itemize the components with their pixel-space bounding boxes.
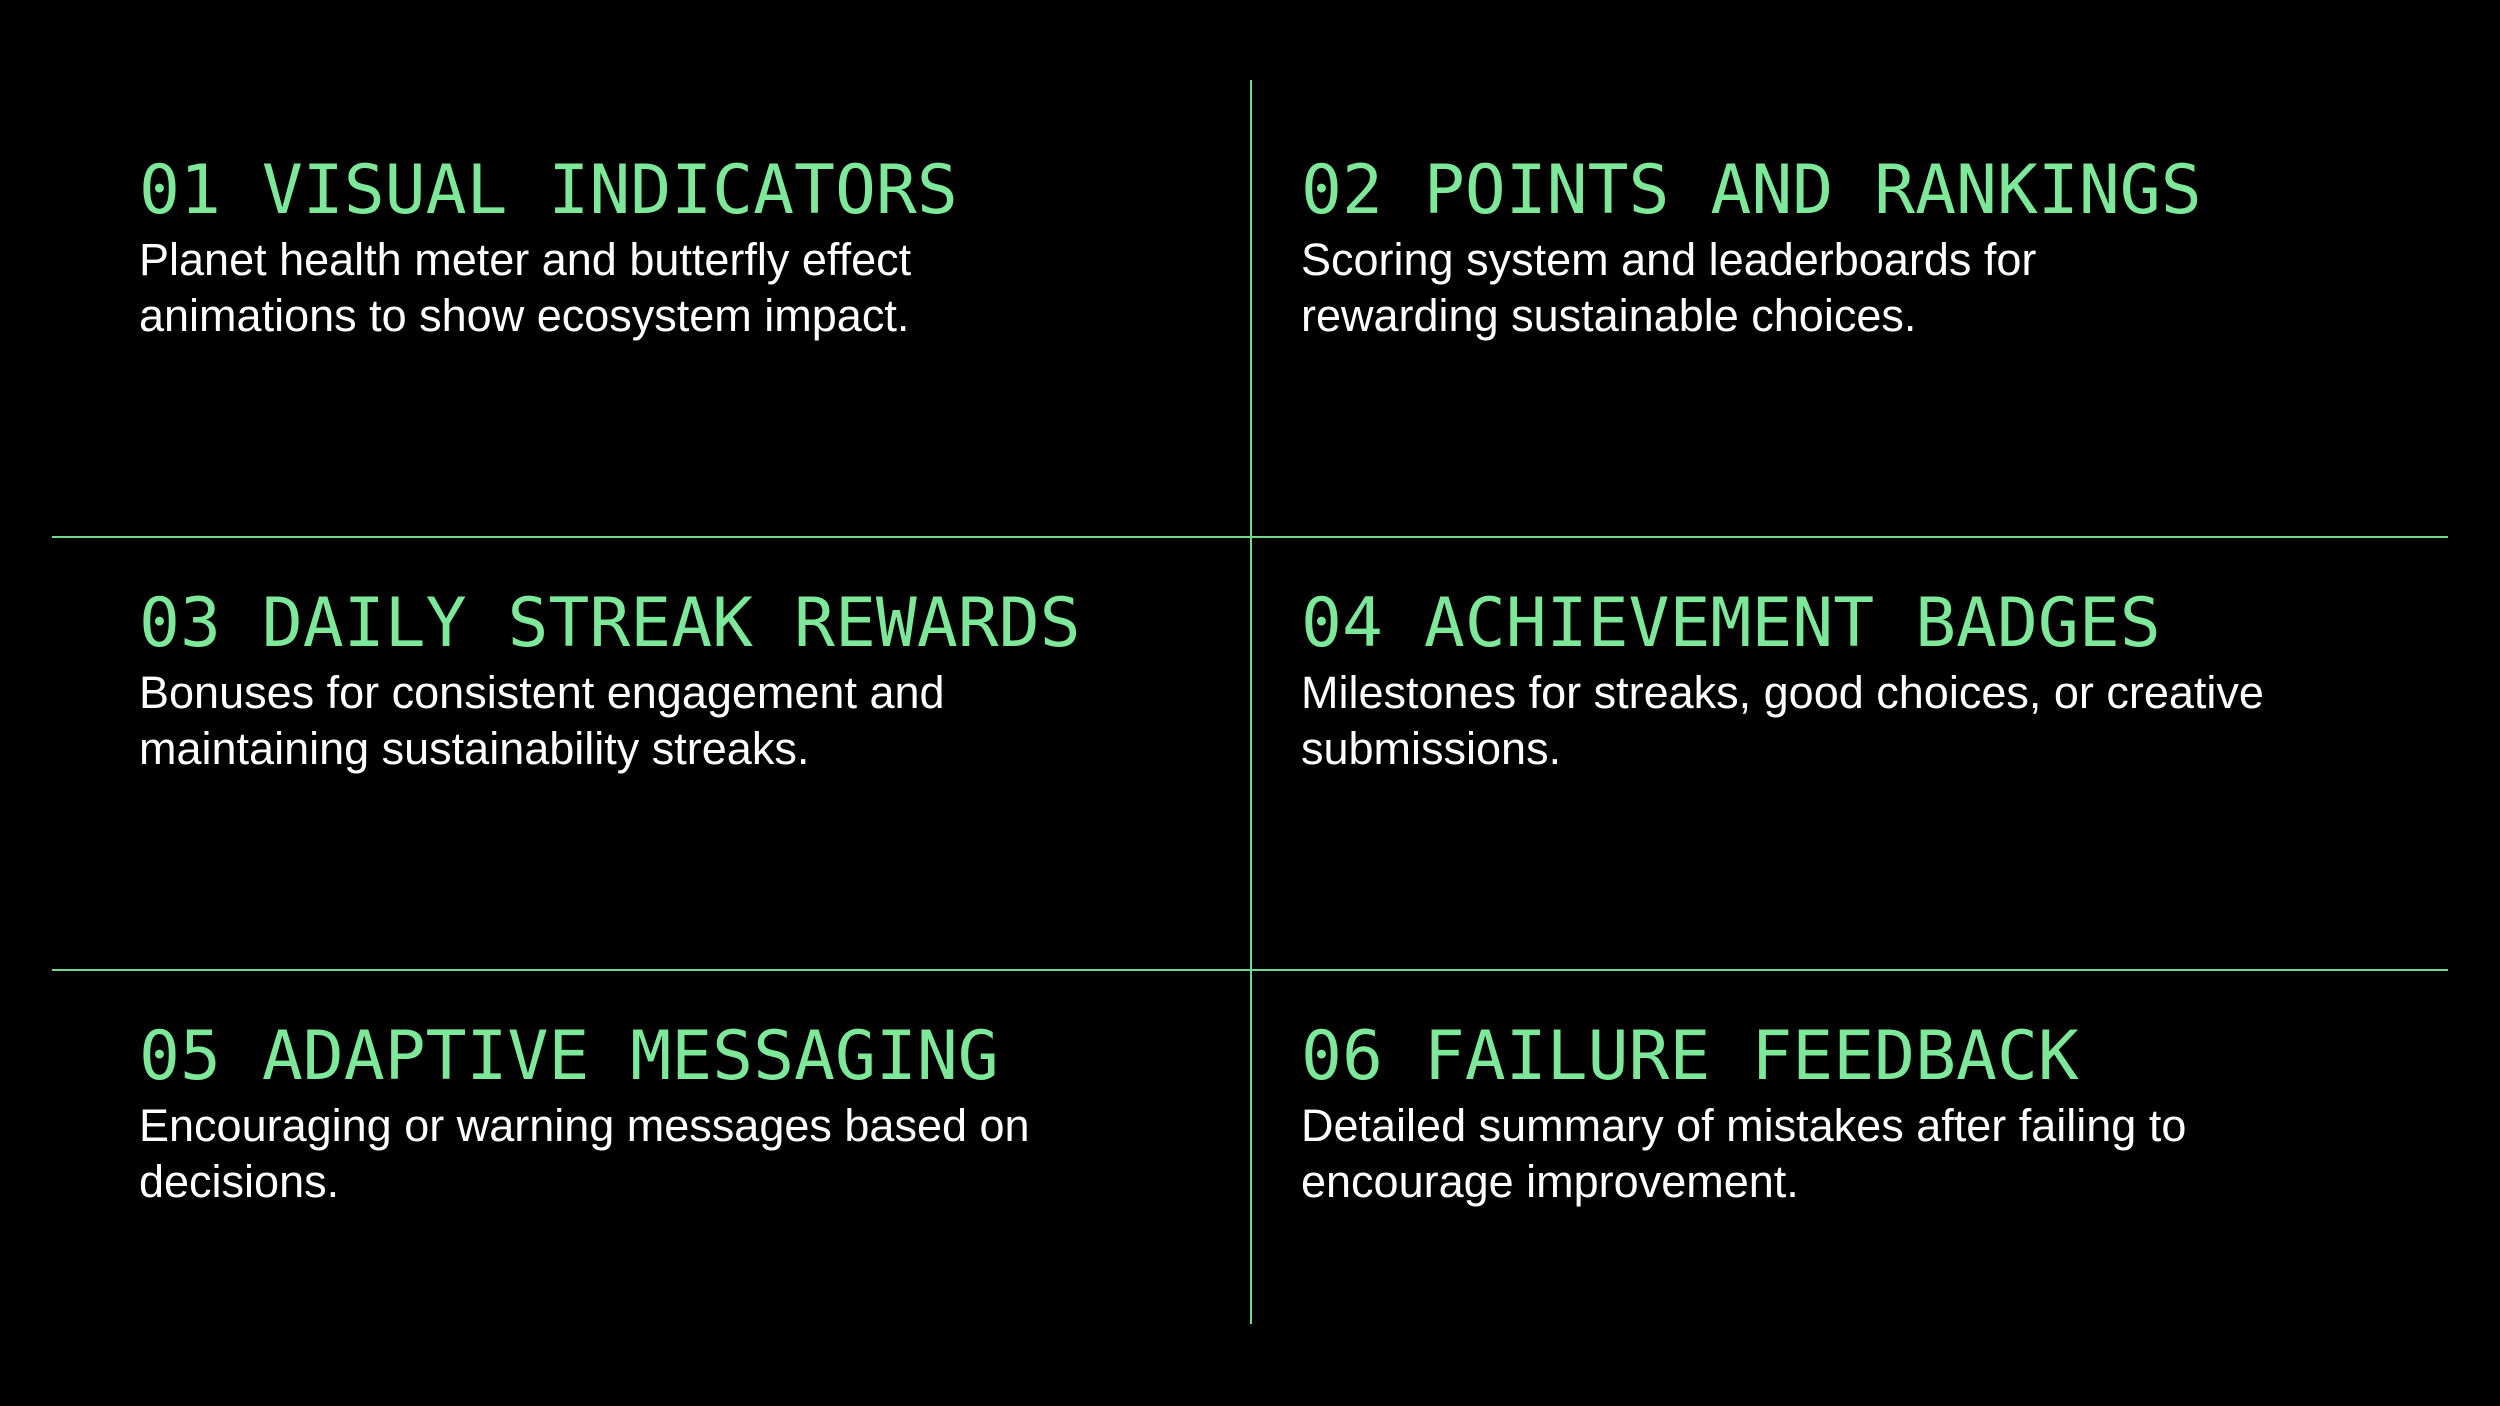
feature-description: Detailed summary of mistakes after faili… [1301, 1098, 2381, 1210]
feature-title: 04 ACHIEVEMENT BADGES [1301, 584, 2161, 663]
feature-description-line: animations to show ecosystem impact. [139, 290, 910, 341]
feature-description-line: decisions. [139, 1156, 340, 1207]
feature-description-line: Planet health meter and butterfly effect [139, 234, 912, 285]
feature-title: 06 FAILURE FEEDBACK [1301, 1017, 2079, 1096]
feature-description: Planet health meter and butterfly effect… [139, 232, 1219, 344]
feature-description-line: Bonuses for consistent engagement and [139, 667, 945, 718]
feature-description: Bonuses for consistent engagement and ma… [139, 665, 1219, 777]
feature-description-line: rewarding sustainable choices. [1301, 290, 1917, 341]
feature-description-line: Scoring system and leaderboards for [1301, 234, 2037, 285]
feature-description-line: Detailed summary of mistakes after faili… [1301, 1100, 2187, 1151]
horizontal-divider-bottom [52, 969, 2448, 971]
feature-card-adaptive-messaging: 05 ADAPTIVE MESSAGING Encouraging or war… [139, 1016, 1219, 1210]
feature-card-visual-indicators: 01 VISUAL INDICATORS Planet health meter… [139, 150, 1219, 344]
vertical-divider [1250, 80, 1252, 1324]
feature-card-points-and-rankings: 02 POINTS AND RANKINGS Scoring system an… [1301, 150, 2381, 344]
feature-description-line: maintaining sustainability streaks. [139, 723, 810, 774]
feature-card-failure-feedback: 06 FAILURE FEEDBACK Detailed summary of … [1301, 1016, 2381, 1210]
feature-description: Encouraging or warning messages based on… [139, 1098, 1219, 1210]
feature-description: Milestones for streaks, good choices, or… [1301, 665, 2381, 777]
feature-title: 03 DAILY STREAK REWARDS [139, 584, 1081, 663]
feature-description-line: encourage improvement. [1301, 1156, 1799, 1207]
feature-description: Scoring system and leaderboards for rewa… [1301, 232, 2381, 344]
feature-card-achievement-badges: 04 ACHIEVEMENT BADGES Milestones for str… [1301, 583, 2381, 777]
feature-card-daily-streak-rewards: 03 DAILY STREAK REWARDS Bonuses for cons… [139, 583, 1219, 777]
horizontal-divider-top [52, 536, 2448, 538]
feature-title: 02 POINTS AND RANKINGS [1301, 151, 2202, 230]
feature-title: 05 ADAPTIVE MESSAGING [139, 1017, 999, 1096]
feature-title: 01 VISUAL INDICATORS [139, 151, 958, 230]
feature-description-line: submissions. [1301, 723, 1562, 774]
feature-description-line: Encouraging or warning messages based on [139, 1100, 1030, 1151]
feature-description-line: Milestones for streaks, good choices, or… [1301, 667, 2264, 718]
